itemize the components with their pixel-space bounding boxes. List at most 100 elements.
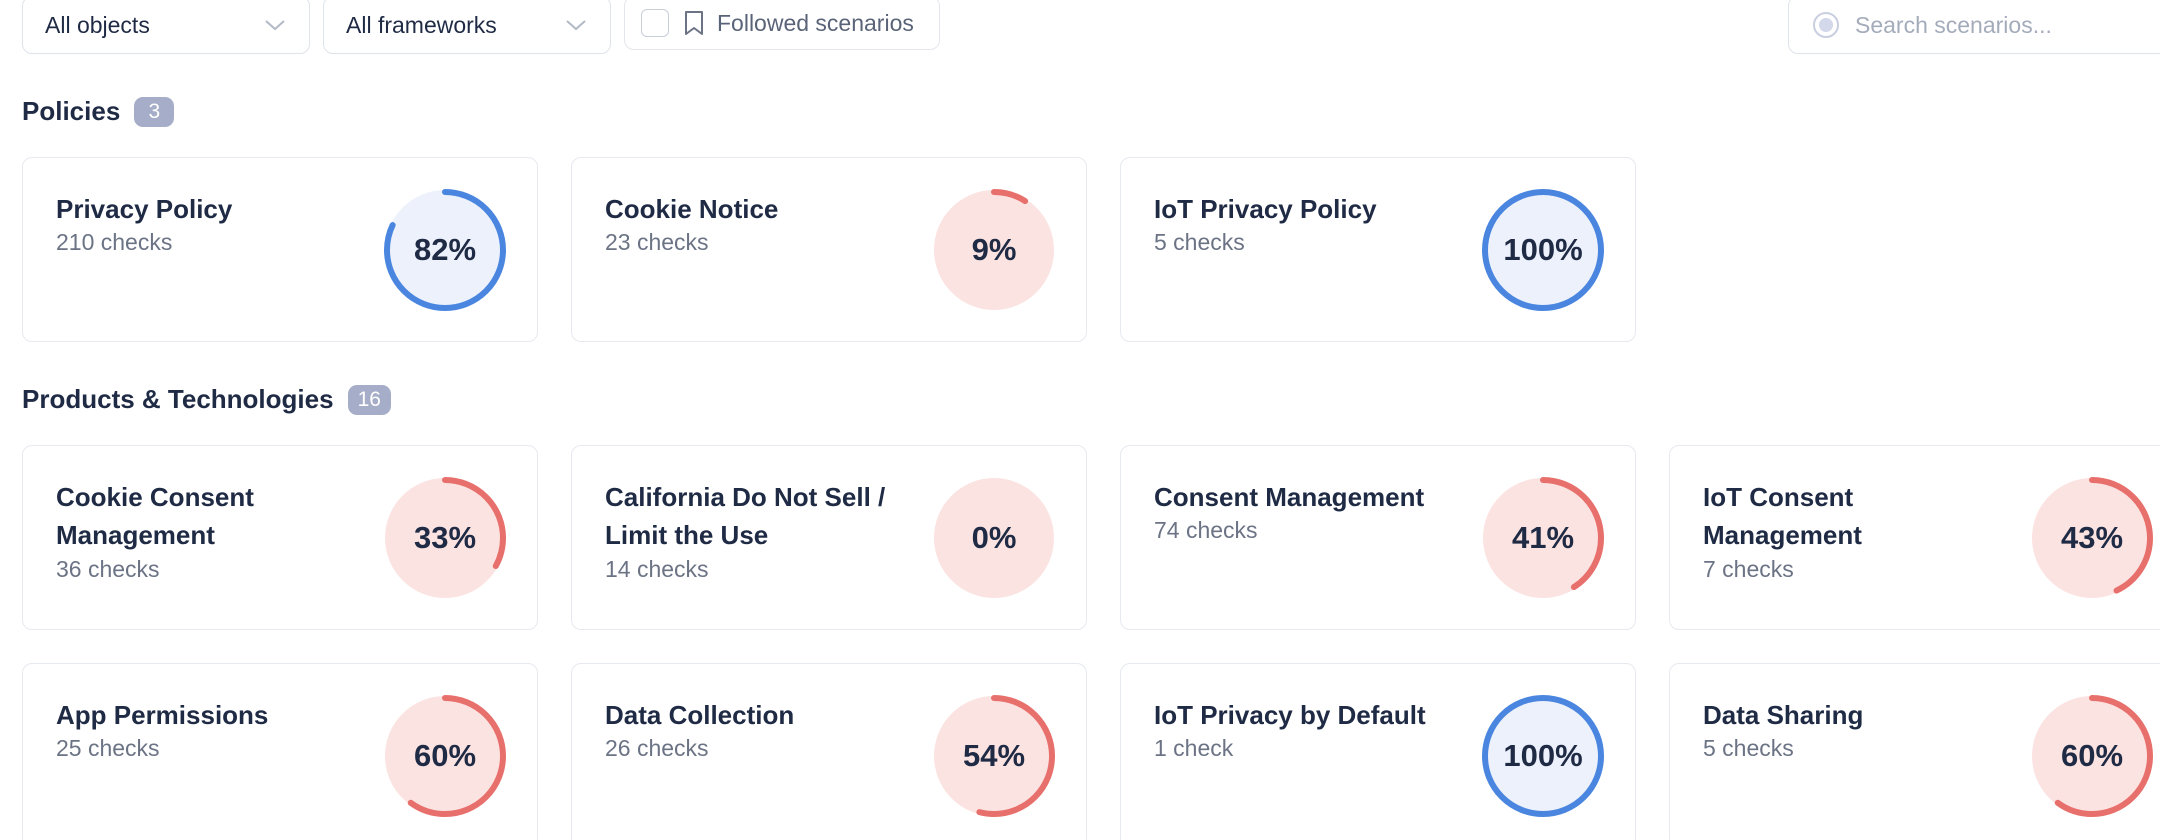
card-title: App Permissions [56, 700, 269, 730]
progress-percent: 82% [413, 232, 477, 267]
progress-percent: 60% [413, 738, 477, 773]
progress-percent: 100% [1503, 232, 1583, 267]
progress-ring-graphic [384, 695, 506, 817]
progress-ring-graphic [933, 695, 1055, 817]
progress-ring: 82% [383, 188, 507, 312]
card-title: Cookie Notice [605, 194, 779, 224]
progress-ring-background [2032, 696, 2152, 816]
scenario-card[interactable]: Data Collection 26 checks 54% [571, 663, 1087, 840]
progress-percent: 54% [962, 738, 1026, 773]
progress-percent: 9% [971, 232, 1017, 267]
progress-ring-background [934, 478, 1054, 598]
progress-ring-background [1483, 478, 1603, 598]
card-title: Consent Management [1154, 482, 1425, 512]
card-title: California Do Not Sell / Limit the Use [605, 482, 886, 550]
progress-ring-background [385, 190, 505, 310]
progress-ring: 60% [2030, 694, 2154, 818]
progress-ring-arc [1482, 189, 1604, 311]
search-input[interactable] [1855, 11, 2155, 39]
scenario-card[interactable]: IoT Privacy Policy 5 checks 100% [1120, 157, 1636, 342]
progress-ring-arc [2031, 695, 2153, 817]
scenario-card[interactable]: IoT Consent Management 7 checks 43% [1669, 445, 2160, 630]
chevron-down-icon [566, 20, 586, 31]
progress-ring-graphic [384, 189, 506, 311]
progress-percent: 41% [1511, 520, 1575, 555]
progress-ring-graphic [2031, 477, 2153, 599]
progress-ring-arc [933, 695, 1055, 817]
checks-count: 5 checks [1154, 229, 1245, 255]
progress-ring-background [1483, 696, 1603, 816]
objects-select[interactable]: All objects [22, 0, 310, 54]
search-icon [1813, 12, 1839, 38]
card-title: Cookie Consent Management [56, 482, 254, 550]
progress-ring: 43% [2030, 476, 2154, 600]
frameworks-select[interactable]: All frameworks [323, 0, 611, 54]
card-title: IoT Privacy Policy [1154, 194, 1377, 224]
followed-checkbox[interactable] [641, 9, 669, 37]
progress-ring-background [385, 696, 505, 816]
checks-count: 1 check [1154, 735, 1234, 761]
progress-ring-background [1483, 190, 1603, 310]
checks-count: 23 checks [605, 229, 709, 255]
followed-scenarios-filter[interactable]: Followed scenarios [624, 0, 940, 50]
section-title: Policies [22, 96, 121, 126]
followed-label: Followed scenarios [717, 9, 914, 36]
progress-ring: 60% [383, 694, 507, 818]
progress-ring-graphic [934, 478, 1054, 598]
progress-ring-arc [384, 477, 506, 599]
scenario-card[interactable]: IoT Privacy by Default 1 check 100% [1120, 663, 1636, 840]
scenario-card[interactable]: Cookie Consent Management 36 checks 33% [22, 445, 538, 630]
progress-ring: 0% [932, 476, 1056, 600]
scenario-card[interactable]: Data Sharing 5 checks 60% [1669, 663, 2160, 840]
progress-percent: 43% [2060, 520, 2124, 555]
filter-toolbar: All objects All frameworks Followed scen… [0, 0, 2160, 56]
progress-percent: 100% [1503, 738, 1583, 773]
progress-ring-arc [1482, 695, 1604, 817]
progress-ring-graphic [1482, 189, 1604, 311]
progress-percent: 60% [2060, 738, 2124, 773]
scenario-card[interactable]: Privacy Policy 210 checks 82% [22, 157, 538, 342]
card-title: Privacy Policy [56, 194, 233, 224]
card-title: Data Sharing [1703, 700, 1864, 730]
progress-ring-arc [1482, 477, 1604, 599]
count-badge: 16 [347, 384, 391, 415]
progress-ring-graphic [933, 189, 1055, 311]
scenario-card[interactable]: Consent Management 74 checks 41% [1120, 445, 1636, 630]
section-header-products: Products & Technologies 16 [22, 384, 391, 415]
scenario-card[interactable]: Cookie Notice 23 checks 9% [571, 157, 1087, 342]
progress-ring: 9% [932, 188, 1056, 312]
bookmark-icon [685, 11, 703, 35]
progress-ring-arc [933, 189, 1055, 311]
progress-ring-graphic [2031, 695, 2153, 817]
checks-count: 25 checks [56, 735, 160, 761]
chevron-down-icon [265, 20, 285, 31]
checks-count: 14 checks [605, 556, 709, 582]
progress-ring: 41% [1481, 476, 1605, 600]
progress-ring: 100% [1481, 188, 1605, 312]
search-box[interactable] [1788, 0, 2160, 54]
progress-percent: 33% [413, 520, 477, 555]
checks-count: 210 checks [56, 229, 173, 255]
progress-ring: 54% [932, 694, 1056, 818]
card-title: Data Collection [605, 700, 795, 730]
progress-ring-arc [384, 189, 506, 311]
scenario-card[interactable]: App Permissions 25 checks 60% [22, 663, 538, 840]
progress-ring-arc [384, 695, 506, 817]
progress-ring-background [385, 478, 505, 598]
progress-ring-background [934, 190, 1054, 310]
progress-ring-background [934, 696, 1054, 816]
checks-count: 7 checks [1703, 556, 1794, 582]
progress-ring-background [2032, 478, 2152, 598]
progress-ring-arc [2031, 477, 2153, 599]
scenario-card[interactable]: California Do Not Sell / Limit the Use 14… [571, 445, 1087, 630]
checks-count: 74 checks [1154, 517, 1258, 543]
objects-select-value: All objects [45, 11, 150, 38]
card-title: IoT Privacy by Default [1154, 700, 1426, 730]
progress-ring-graphic [1482, 695, 1604, 817]
section-header-policies: Policies 3 [22, 96, 175, 127]
progress-ring-graphic [384, 477, 506, 599]
checks-count: 5 checks [1703, 735, 1794, 761]
checks-count: 36 checks [56, 556, 160, 582]
progress-ring: 100% [1481, 694, 1605, 818]
